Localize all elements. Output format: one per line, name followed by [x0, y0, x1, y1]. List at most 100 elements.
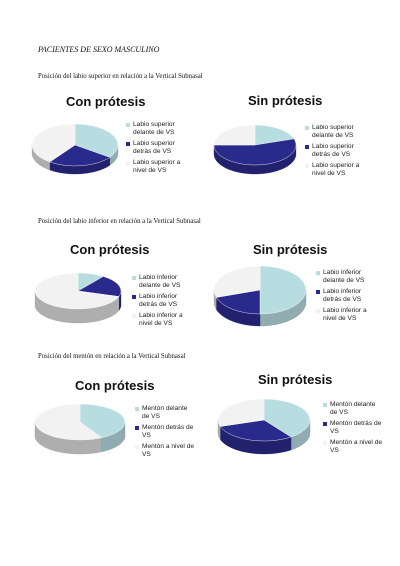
pie-side-nivel-0-0 [31, 145, 50, 171]
legend-item-detras: Labio inferior detrás de VS [316, 288, 376, 304]
legend-swatch [135, 445, 139, 449]
page-title: PACIENTES DE SEXO MASCULINO [38, 45, 160, 54]
legend-label: Labio superior delante de VS [312, 124, 354, 139]
legend-swatch [126, 161, 130, 165]
legend-0: Labio superior delante de VS Labio superi… [126, 121, 184, 178]
legend-item-nivel: Labio inferior a nivel de VS [316, 307, 376, 323]
pie-slice-detras-3 [215, 289, 261, 315]
legend-label: Mentón delante de VS [330, 401, 376, 416]
legend-item-delante: Mentón delante de VS [323, 401, 383, 417]
legend-swatch [305, 145, 309, 149]
legend-label: Mentón a nivel de VS [142, 443, 195, 458]
pie-slice-nivel-0 [31, 123, 76, 163]
legend-label: Labio inferior a nivel de VS [139, 312, 183, 327]
pie-slice-delante-3 [259, 265, 307, 315]
legend-swatch [132, 314, 136, 318]
legend-swatch [316, 271, 320, 275]
pie-side-nivel-4-0 [34, 422, 102, 455]
pie-slice-nivel-1 [213, 124, 256, 146]
legend-label: Mentón detrás de VS [330, 420, 382, 435]
legend-item-nivel: Labio inferior a nivel de VS [132, 312, 192, 328]
pie-side-detras-2-0 [118, 290, 122, 312]
pie-side-delante-3-0 [259, 289, 307, 327]
chart-title-3: Sin prótesis [253, 242, 328, 257]
legend-swatch [316, 309, 320, 313]
legend-item-nivel: Mentón a nivel de VS [135, 443, 195, 459]
pie-slice-nivel-3 [213, 265, 261, 298]
pie-side-nivel-2-0 [34, 291, 120, 324]
pie-side-detras-5-0 [220, 426, 292, 455]
legend-label: Labio superior detrás de VS [312, 143, 354, 158]
legend-item-detras: Mentón detrás de VS [323, 420, 383, 436]
pie-side-nivel-3-0 [213, 289, 217, 310]
pie-slice-delante-1 [254, 124, 295, 146]
pie-side-delante-5-0 [290, 420, 311, 451]
legend-swatch [126, 142, 130, 146]
pie-slice-detras-5 [219, 419, 292, 442]
legend-item-detras: Labio superior detrás de VS [126, 140, 184, 156]
chart-title-1: Sin prótesis [248, 93, 323, 108]
legend-label: Labio superior delante de VS [133, 121, 175, 136]
legend-swatch [135, 407, 139, 411]
legend-item-nivel: Labio superior a nivel de VS [305, 162, 365, 178]
legend-label: Labio inferior detrás de VS [139, 293, 178, 308]
section-title-labio-superior: Posición del labio superior en relación … [38, 73, 203, 80]
legend-label: Mentón detrás de VS [142, 424, 194, 439]
chart-title-4: Con prótesis [75, 378, 155, 393]
pie-slice-nivel-4 [34, 403, 103, 441]
legend-item-delante: Labio superior delante de VS [126, 121, 184, 137]
legend-label: Labio superior a nivel de VS [133, 159, 181, 174]
legend-item-detras: Labio inferior detrás de VS [132, 293, 192, 309]
chart-title-2: Con prótesis [70, 242, 150, 257]
pie-slice-detras-0 [49, 144, 111, 167]
pie-side-delante-4-0 [101, 422, 126, 452]
legend-item-nivel: Mentón a nivel de VS [323, 439, 383, 455]
legend-swatch [126, 123, 130, 127]
legend-label: Labio inferior a nivel de VS [323, 307, 367, 322]
legend-4: Mentón delante de VS Mentón detrás de VS M… [135, 405, 195, 462]
legend-item-delante: Labio inferior delante de VS [132, 274, 192, 290]
pie-slice-detras-2 [77, 276, 122, 297]
legend-label: Labio superior detrás de VS [133, 140, 175, 155]
legend-1: Labio superior delante de VS Labio superi… [305, 124, 365, 181]
legend-item-detras: Labio superior detrás de VS [305, 143, 365, 159]
legend-item-delante: Labio superior delante de VS [305, 124, 365, 140]
pie-slice-delante-5 [263, 398, 311, 438]
legend-label: Mentón delante de VS [142, 405, 188, 420]
pie-side-detras-0-0 [49, 157, 110, 175]
legend-swatch [132, 276, 136, 280]
legend-label: Labio inferior detrás de VS [323, 288, 362, 303]
pie-slice-detras-1 [213, 138, 297, 166]
legend-item-nivel: Labio superior a nivel de VS [126, 159, 184, 175]
legend-swatch [323, 422, 327, 426]
pie-slice-delante-4 [79, 403, 126, 438]
pie-side-detras-1-0 [213, 144, 297, 175]
section-title-labio-inferior: Posición del labio inferior en relación … [38, 218, 201, 225]
legend-swatch [323, 441, 327, 445]
legend-swatch [305, 164, 309, 168]
legend-swatch [305, 126, 309, 130]
pie-side-nivel-5-0 [217, 419, 221, 440]
pie-slice-nivel-2 [34, 272, 120, 310]
legend-swatch [132, 295, 136, 299]
legend-3: Labio inferior delante de VS Labio inferi… [316, 269, 376, 326]
pie-side-detras-3-0 [216, 296, 261, 327]
legend-swatch [135, 426, 139, 430]
pie-slice-delante-2 [77, 272, 104, 292]
pie-slice-delante-0 [74, 123, 119, 158]
legend-5: Mentón delante de VS Mentón detrás de VS M… [323, 401, 383, 458]
legend-label: Labio superior a nivel de VS [312, 162, 360, 177]
legend-item-delante: Mentón delante de VS [135, 405, 195, 421]
pie-slice-nivel-5 [217, 398, 265, 427]
legend-label: Mentón a nivel de VS [330, 439, 383, 454]
chart-title-5: Sin prótesis [258, 372, 333, 387]
legend-swatch [316, 290, 320, 294]
legend-swatch [323, 403, 327, 407]
pie-side-delante-0-0 [109, 145, 119, 166]
section-title-menton: Posición del mentón en relación a la Ver… [38, 353, 186, 360]
chart-title-0: Con prótesis [66, 94, 146, 109]
legend-label: Labio inferior delante de VS [139, 274, 181, 289]
legend-item-detras: Mentón detrás de VS [135, 424, 195, 440]
legend-item-delante: Labio inferior delante de VS [316, 269, 376, 285]
legend-2: Labio inferior delante de VS Labio inferi… [132, 274, 192, 331]
